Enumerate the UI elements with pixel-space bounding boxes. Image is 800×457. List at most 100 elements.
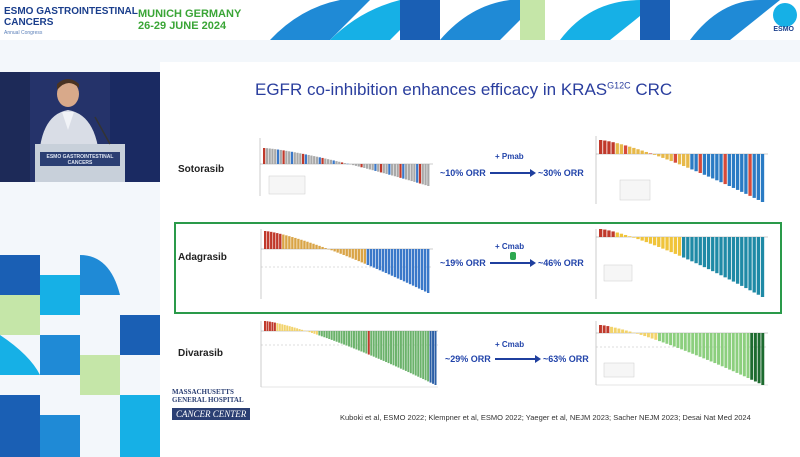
waterfall-bar bbox=[632, 237, 636, 238]
waterfall-bar bbox=[333, 249, 336, 252]
waterfall-bar bbox=[727, 154, 731, 186]
waterfall-bar bbox=[290, 151, 294, 164]
sotorasib-waterfall bbox=[255, 134, 435, 209]
waterfall-bar bbox=[328, 331, 331, 339]
waterfall-bar bbox=[264, 231, 267, 249]
waterfall-bar bbox=[636, 237, 640, 240]
waterfall-bar bbox=[352, 164, 355, 166]
orr-mono-adagrasib: ~19% ORR bbox=[440, 258, 486, 268]
waterfall-bar bbox=[702, 333, 706, 359]
waterfall-bar bbox=[420, 249, 424, 291]
waterfall-bar bbox=[368, 164, 371, 170]
references-text: Kuboki et al, ESMO 2022; Klempner et al,… bbox=[340, 413, 751, 422]
waterfall-bar bbox=[602, 325, 606, 333]
waterfall-bar bbox=[687, 333, 691, 353]
waterfall-bar bbox=[288, 236, 291, 249]
waterfall-bar bbox=[661, 154, 665, 158]
waterfall-bar bbox=[276, 233, 279, 249]
waterfall-bar bbox=[753, 333, 757, 382]
waterfall-bar bbox=[421, 164, 424, 185]
waterfall-bar bbox=[424, 331, 427, 381]
waterfall-bar bbox=[411, 249, 415, 286]
adagrasib-waterfall bbox=[255, 225, 435, 305]
waterfall-bar bbox=[599, 325, 602, 333]
waterfall-bar bbox=[324, 248, 327, 249]
waterfall-bar bbox=[333, 331, 336, 341]
waterfall-bar bbox=[325, 331, 328, 339]
waterfall-bar bbox=[690, 154, 694, 170]
divarasib-waterfall bbox=[255, 317, 440, 397]
waterfall-bar bbox=[661, 237, 665, 249]
title-main: EGFR co-inhibition enhances efficacy in … bbox=[255, 80, 608, 99]
title-superscript: G12C bbox=[607, 80, 631, 91]
waterfall-bar bbox=[297, 238, 300, 249]
waterfall-bar bbox=[615, 143, 619, 154]
waterfall-bar bbox=[603, 140, 607, 154]
waterfall-bar bbox=[365, 331, 368, 354]
combo-label-adagrasib: + Cmab bbox=[495, 242, 525, 251]
waterfall-bar bbox=[312, 243, 315, 249]
waterfall-bar bbox=[677, 154, 682, 165]
waterfall-bar bbox=[393, 164, 397, 177]
waterfall-bar bbox=[286, 325, 289, 331]
waterfall-bar bbox=[694, 154, 698, 172]
waterfall-bar bbox=[279, 149, 282, 164]
waterfall-bar bbox=[340, 162, 344, 164]
waterfall-bar bbox=[315, 244, 318, 249]
waterfall-bar bbox=[343, 163, 346, 164]
waterfall-bar bbox=[429, 331, 432, 383]
waterfall-bar bbox=[610, 326, 614, 333]
waterfall-bar bbox=[636, 149, 640, 154]
waterfall-bar bbox=[719, 154, 723, 183]
waterfall-bar bbox=[723, 237, 727, 278]
waterfall-bar bbox=[657, 237, 661, 247]
waterfall-bar bbox=[399, 331, 402, 369]
waterfall-bar bbox=[288, 326, 291, 331]
waterfall-bar bbox=[320, 331, 323, 337]
institution-line3: CANCER CENTER bbox=[172, 408, 251, 420]
waterfall-bar bbox=[363, 249, 367, 264]
waterfall-bar bbox=[343, 331, 346, 345]
sotorasib-pmab-bars bbox=[599, 140, 765, 202]
waterfall-bar bbox=[276, 149, 280, 164]
waterfall-bar bbox=[623, 145, 628, 154]
presentation-slide: EGFR co-inhibition enhances efficacy in … bbox=[160, 62, 800, 457]
waterfall-bar bbox=[318, 245, 321, 249]
waterfall-bar bbox=[366, 249, 370, 265]
waterfall-bar bbox=[380, 331, 383, 360]
waterfall-bar bbox=[731, 333, 735, 372]
waterfall-bar bbox=[308, 331, 311, 333]
waterfall-bar bbox=[274, 149, 277, 164]
waterfall-bar bbox=[387, 331, 390, 364]
waterfall-bar bbox=[338, 331, 341, 343]
left-decoration bbox=[0, 195, 170, 457]
waterfall-bar bbox=[654, 333, 658, 340]
waterfall-bar bbox=[360, 249, 363, 263]
waterfall-bar bbox=[748, 237, 752, 291]
waterfall-bar bbox=[377, 331, 380, 359]
divarasib-bars bbox=[264, 321, 437, 385]
waterfall-bar bbox=[682, 237, 686, 258]
waterfall-bar bbox=[661, 333, 665, 343]
waterfall-bar bbox=[357, 331, 360, 351]
combo-label-sotorasib: + Pmab bbox=[495, 152, 524, 161]
waterfall-bar bbox=[731, 154, 736, 188]
waterfall-bar bbox=[599, 229, 603, 237]
waterfall-bar bbox=[405, 249, 409, 283]
waterfall-bar bbox=[362, 331, 365, 353]
waterfall-bar bbox=[263, 148, 266, 164]
waterfall-bar bbox=[357, 249, 360, 262]
waterfall-bar bbox=[382, 331, 385, 361]
waterfall-bar bbox=[417, 331, 420, 377]
waterfall-bar bbox=[371, 164, 374, 171]
waterfall-bar bbox=[404, 331, 407, 371]
waterfall-bar bbox=[300, 239, 303, 249]
waterfall-bar bbox=[735, 333, 739, 373]
waterfall-bar bbox=[318, 331, 321, 336]
waterfall-bar bbox=[611, 142, 615, 154]
waterfall-bar bbox=[330, 331, 333, 340]
waterfall-bar bbox=[265, 148, 269, 164]
waterfall-bar bbox=[657, 154, 661, 157]
waterfall-bar bbox=[340, 331, 343, 344]
waterfall-bar bbox=[384, 249, 388, 273]
